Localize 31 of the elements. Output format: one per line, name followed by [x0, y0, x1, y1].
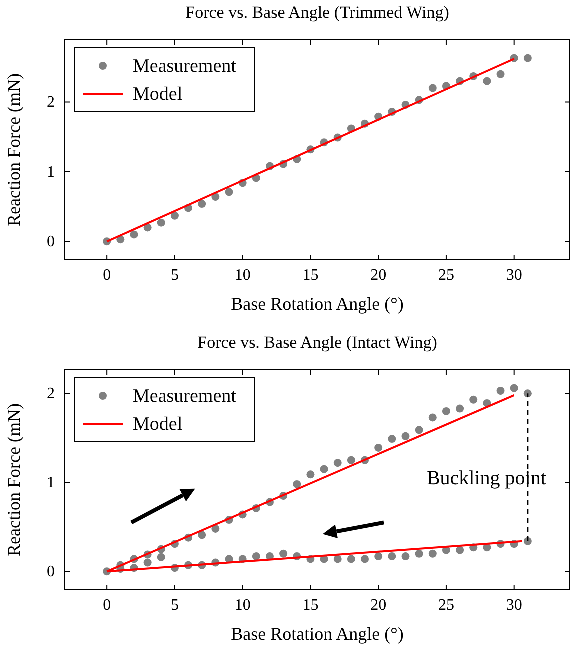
x-tick-label: 15	[302, 267, 319, 284]
y-tick-label: 2	[47, 386, 55, 403]
x-axis-title: Base Rotation Angle (°)	[231, 624, 404, 644]
legend-label: Model	[133, 414, 183, 435]
x-tick-label: 30	[506, 267, 522, 284]
x-tick-label: 30	[506, 597, 522, 614]
chart-title: Force vs. Base Angle (Intact Wing)	[198, 333, 438, 352]
y-axis-title: Reaction Force (mN)	[4, 74, 24, 226]
x-tick-label: 0	[103, 267, 112, 284]
x-axis-title: Base Rotation Angle (°)	[231, 294, 404, 314]
x-tick-label: 20	[370, 597, 387, 614]
x-tick-label: 25	[438, 597, 454, 614]
x-tick-label: 10	[234, 267, 251, 284]
x-tick-label: 5	[170, 267, 179, 284]
legend-label: Measurement	[133, 386, 238, 407]
legend-label: Model	[133, 84, 183, 105]
y-tick-label: 0	[47, 234, 55, 251]
x-tick-label: 0	[103, 597, 112, 614]
y-tick-label: 1	[47, 164, 55, 181]
chart-title: Force vs. Base Angle (Trimmed Wing)	[186, 3, 450, 22]
x-tick-label: 25	[438, 267, 454, 284]
legend-label: Measurement	[133, 56, 238, 77]
y-axis-title: Reaction Force (mN)	[4, 404, 24, 556]
y-tick-label: 2	[47, 94, 55, 112]
x-tick-label: 15	[302, 597, 319, 614]
y-tick-label: 0	[47, 564, 55, 581]
y-tick-label: 1	[47, 474, 55, 492]
annotation: Buckling point	[426, 468, 547, 490]
x-tick-label: 10	[234, 597, 251, 614]
x-tick-label: 20	[370, 267, 387, 284]
x-tick-label: 5	[170, 597, 179, 614]
